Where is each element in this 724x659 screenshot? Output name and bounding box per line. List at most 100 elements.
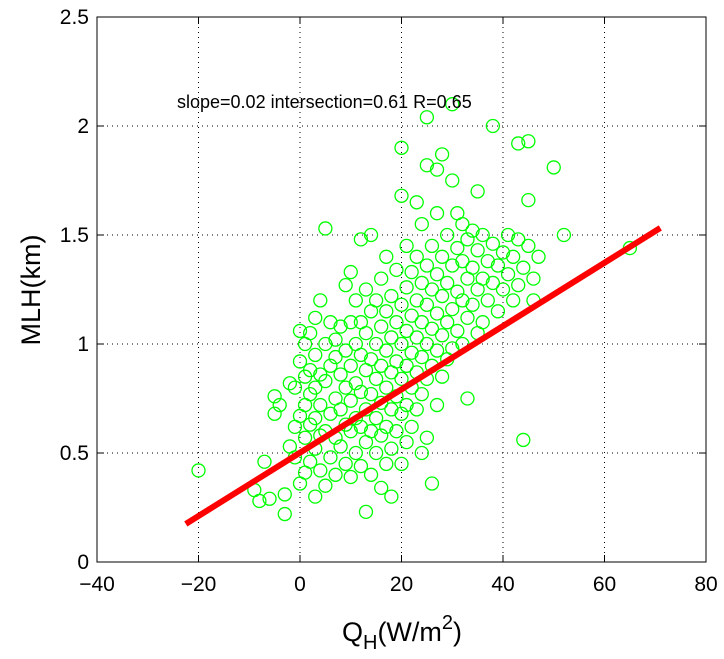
data-point <box>394 336 409 352</box>
data-point <box>328 332 343 347</box>
data-point <box>450 323 465 339</box>
data-point <box>313 397 328 413</box>
data-point <box>500 267 516 282</box>
data-point <box>363 467 379 482</box>
data-point <box>414 445 429 461</box>
data-point <box>429 162 445 177</box>
data-point <box>338 277 353 293</box>
data-point <box>424 321 440 336</box>
data-point <box>343 358 358 373</box>
data-point <box>511 136 526 151</box>
data-point <box>414 315 429 330</box>
data-point <box>353 347 369 363</box>
data-point <box>333 402 348 417</box>
data-point <box>277 487 292 502</box>
data-point <box>343 315 358 330</box>
y-axis-title: MLH(km) <box>16 235 46 346</box>
data-point <box>419 430 435 445</box>
data-point <box>394 371 409 387</box>
x-tick-label: 0 <box>294 573 306 596</box>
data-point <box>445 97 460 112</box>
data-point <box>343 264 358 280</box>
data-point <box>399 358 414 373</box>
data-point <box>460 391 475 406</box>
data-point <box>302 363 318 378</box>
data-point <box>308 489 323 504</box>
data-point <box>272 397 287 413</box>
data-point <box>399 238 414 254</box>
data-point <box>404 419 419 434</box>
x-axis-title-subscript: H <box>363 632 377 654</box>
data-point <box>318 336 333 352</box>
data-point <box>480 254 495 269</box>
x-axis-title-base: Q <box>342 617 363 647</box>
data-point <box>414 386 429 402</box>
data-point <box>506 249 521 264</box>
data-point <box>379 380 394 395</box>
x-axis-title-close: ) <box>453 617 462 647</box>
data-point <box>419 297 435 312</box>
data-point <box>374 480 389 496</box>
data-point <box>374 428 389 443</box>
data-point <box>445 301 460 317</box>
data-point <box>374 319 389 334</box>
x-axis-title-unit: (W/m <box>377 617 441 647</box>
data-point <box>409 293 424 308</box>
data-point <box>424 476 440 491</box>
y-tick-label: 0 <box>77 551 89 574</box>
data-point <box>470 184 485 199</box>
data-point <box>363 424 379 439</box>
data-point <box>323 450 338 465</box>
data-point <box>318 373 333 389</box>
data-point <box>191 463 206 478</box>
data-point <box>384 441 399 456</box>
data-point <box>328 349 343 365</box>
data-point <box>292 323 308 339</box>
data-point <box>434 288 450 304</box>
data-point <box>399 397 414 413</box>
data-point <box>440 227 455 243</box>
data-point <box>358 504 374 520</box>
data-point <box>252 493 267 509</box>
data-point <box>521 238 536 254</box>
data-point <box>384 330 399 345</box>
data-point <box>399 323 414 339</box>
data-point <box>333 367 348 382</box>
data-point <box>302 454 318 469</box>
data-point <box>404 345 419 360</box>
data-point <box>399 280 414 295</box>
data-point <box>363 352 379 367</box>
data-point <box>511 232 526 247</box>
data-point <box>434 147 450 162</box>
data-point <box>318 221 333 236</box>
data-point <box>434 249 450 264</box>
data-point <box>308 380 323 395</box>
data-point <box>338 380 353 395</box>
data-point <box>348 376 363 391</box>
data-point <box>465 223 480 238</box>
y-tick-label: 2 <box>77 115 89 138</box>
data-point <box>308 410 323 426</box>
data-point <box>434 369 450 384</box>
data-point <box>440 275 455 291</box>
data-point <box>475 271 490 286</box>
data-point <box>358 325 374 341</box>
data-point <box>323 406 338 421</box>
data-point <box>490 258 506 273</box>
x-tick-label: 40 <box>491 573 514 596</box>
data-point <box>414 349 429 365</box>
data-point <box>404 308 419 323</box>
data-point <box>450 284 465 299</box>
data-point <box>323 315 338 330</box>
fit-annotation: slope=0.02 intersection=0.61 R=0.65 <box>177 92 472 112</box>
data-point <box>368 336 384 352</box>
data-point <box>389 262 404 278</box>
data-point <box>399 434 414 450</box>
data-point <box>348 293 363 308</box>
x-tick-label: 80 <box>694 573 717 596</box>
data-point <box>323 358 338 373</box>
data-point <box>368 445 384 461</box>
data-point <box>480 293 495 308</box>
data-point <box>465 260 480 275</box>
data-point <box>343 393 358 408</box>
